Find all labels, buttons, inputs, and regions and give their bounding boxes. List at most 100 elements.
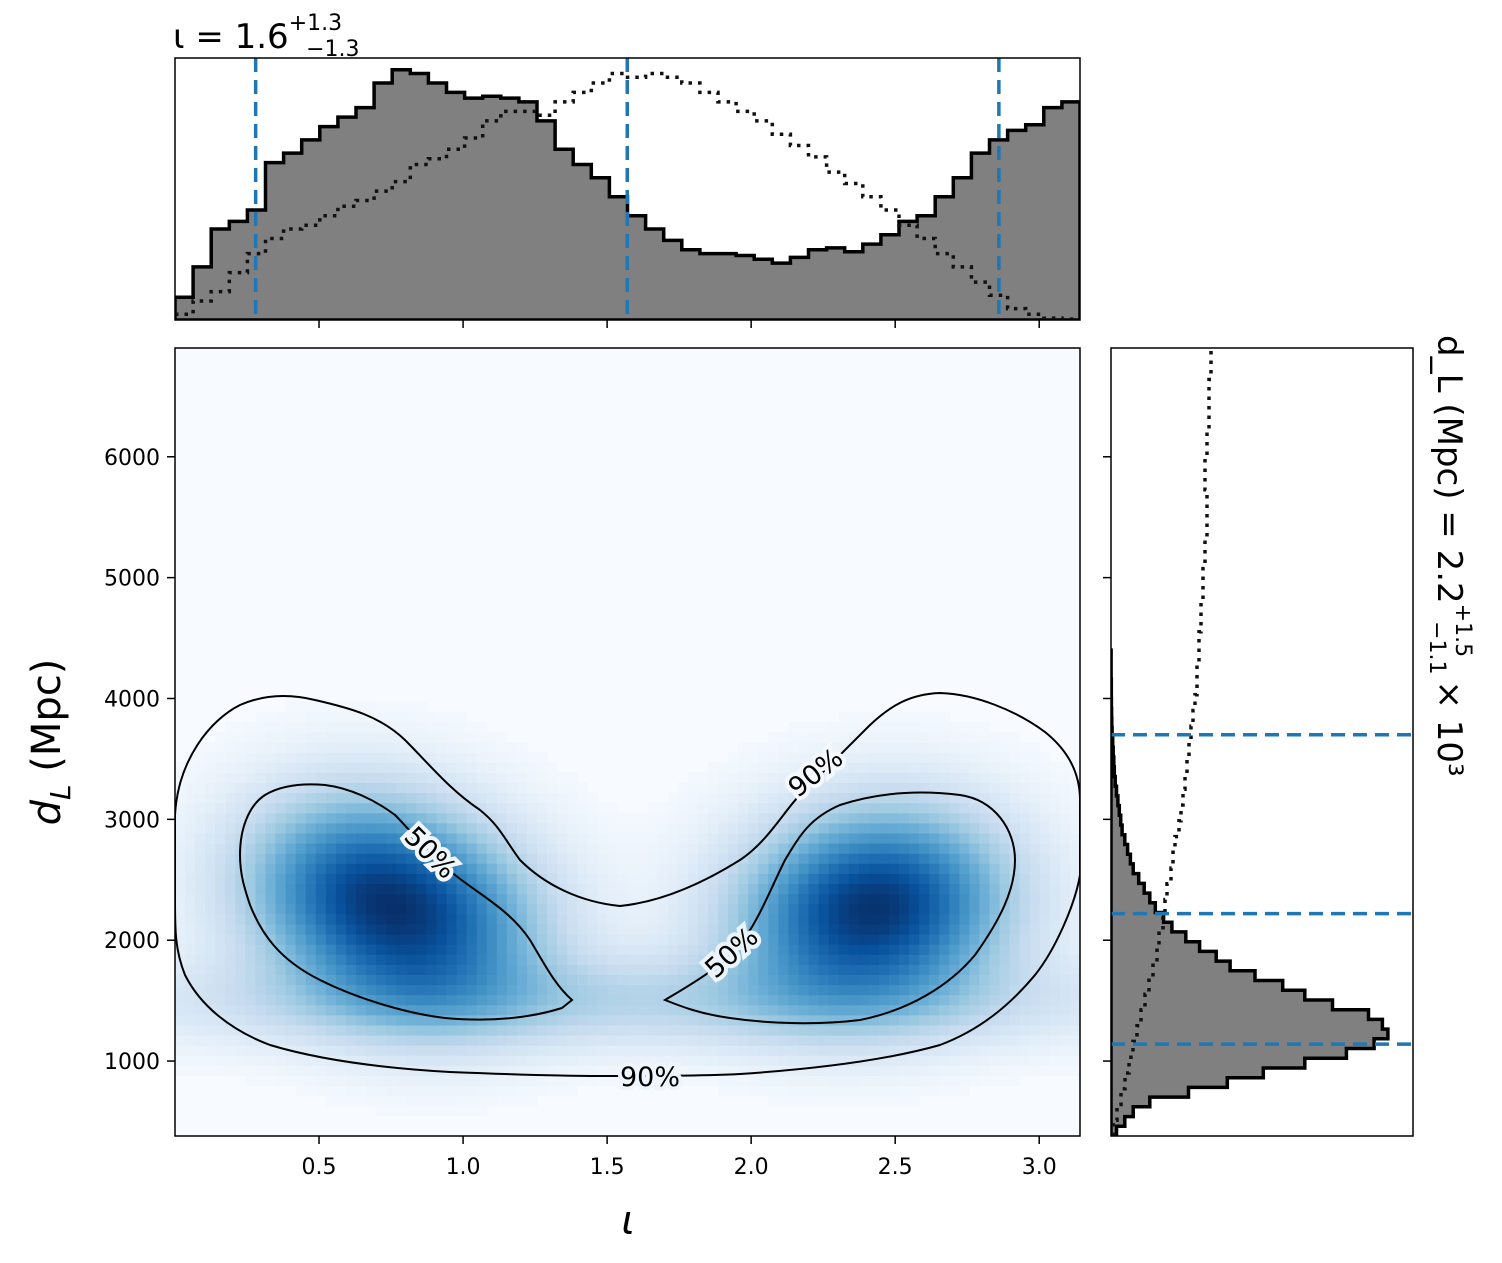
heatmap-cell	[778, 933, 789, 945]
heatmap-cell	[748, 1055, 759, 1066]
heatmap-cell	[315, 843, 327, 854]
heatmap-cell	[748, 954, 759, 965]
heatmap-cell	[989, 944, 1001, 955]
heatmap-cell	[486, 903, 498, 915]
heatmap-cell	[275, 802, 287, 814]
heatmap-cell	[436, 984, 448, 996]
heatmap-cell	[929, 944, 940, 955]
heatmap-cell	[335, 843, 347, 854]
heatmap-cell	[969, 853, 981, 864]
heatmap-cell	[557, 863, 568, 874]
heatmap-cell	[356, 822, 367, 834]
heatmap-cell	[426, 843, 438, 854]
heatmap-cell	[456, 883, 468, 895]
heatmap-cell	[868, 944, 880, 955]
heatmap-cell	[506, 802, 518, 814]
heatmap-cell	[486, 1065, 498, 1076]
heatmap-cell	[848, 802, 860, 814]
heatmap-cell	[396, 1095, 407, 1107]
heatmap-cell	[888, 742, 900, 753]
heatmap-cell	[1009, 1055, 1021, 1066]
heatmap-cell	[1019, 913, 1031, 925]
heatmap-cell	[265, 903, 277, 915]
heatmap-cell	[647, 843, 659, 854]
y-tick-label: 5000	[104, 567, 160, 592]
heatmap-cell	[486, 1045, 498, 1056]
heatmap-cell	[1029, 1024, 1041, 1036]
heatmap-cell	[285, 832, 297, 844]
heatmap-cell	[697, 984, 709, 996]
heatmap-cell	[939, 1004, 950, 1016]
heatmap-cell	[295, 1045, 307, 1056]
heatmap-cell	[185, 812, 196, 824]
heatmap-cell	[496, 923, 508, 935]
heatmap-cell	[1019, 1014, 1031, 1026]
heatmap-cell	[1009, 903, 1021, 915]
heatmap-cell	[265, 843, 277, 854]
heatmap-cell	[738, 802, 749, 814]
heatmap-cell	[677, 954, 689, 965]
heatmap-cell	[788, 731, 800, 743]
heatmap-cell	[516, 883, 528, 895]
heatmap-cell	[225, 742, 236, 753]
heatmap-cell	[235, 731, 246, 743]
heatmap-cell	[909, 1024, 920, 1036]
heatmap-cell	[707, 1055, 719, 1066]
heatmap-cell	[778, 742, 789, 753]
heatmap-cell	[235, 954, 246, 965]
heatmap-cell	[255, 731, 267, 743]
heatmap-cell	[587, 1075, 598, 1087]
heatmap-cell	[597, 853, 608, 864]
heatmap-cell	[929, 933, 940, 945]
heatmap-cell	[1009, 964, 1021, 975]
heatmap-cell	[818, 933, 830, 945]
heatmap-cell	[486, 742, 498, 753]
heatmap-cell	[305, 711, 317, 723]
heatmap-cell	[718, 893, 729, 905]
heatmap-cell	[919, 822, 930, 834]
heatmap-cell	[718, 853, 729, 864]
heatmap-cell	[597, 913, 608, 925]
heatmap-cell	[697, 812, 709, 824]
heatmap-cell	[949, 802, 960, 814]
heatmap-cell	[718, 1055, 729, 1066]
heatmap-cell	[677, 933, 689, 945]
heatmap-cell	[909, 994, 920, 1006]
heatmap-cell	[677, 832, 689, 844]
heatmap-cell	[657, 923, 669, 935]
heatmap-cell	[245, 974, 257, 986]
heatmap-cell	[838, 1045, 850, 1056]
heatmap-cell	[406, 1095, 417, 1107]
heatmap-cell	[195, 863, 206, 874]
heatmap-cell	[707, 1014, 719, 1026]
heatmap-cell	[858, 974, 870, 986]
heatmap-cell	[386, 1075, 397, 1087]
heatmap-cell	[1039, 1014, 1051, 1026]
heatmap-cell	[1009, 883, 1021, 895]
heatmap-cell	[516, 1095, 528, 1107]
heatmap-cell	[295, 974, 307, 986]
heatmap-cell	[345, 1075, 357, 1087]
heatmap-cell	[687, 923, 699, 935]
heatmap-cell	[406, 772, 417, 784]
heatmap-cell	[838, 782, 850, 794]
contour-label-90-bottom: 90%	[616, 1058, 684, 1097]
heatmap-cell	[728, 1045, 739, 1056]
heatmap-cell	[848, 944, 860, 955]
heatmap-cell	[798, 843, 810, 854]
heatmap-cell	[175, 903, 186, 915]
heatmap-cell	[838, 843, 850, 854]
heatmap-cell	[587, 1034, 598, 1046]
heatmap-cell	[486, 792, 498, 804]
heatmap-cell	[386, 1095, 397, 1107]
heatmap-cell	[547, 994, 558, 1006]
heatmap-cell	[506, 812, 518, 824]
heatmap-cell	[235, 762, 246, 773]
heatmap-cell	[657, 1004, 669, 1016]
heatmap-cell	[275, 742, 287, 753]
heatmap-cell	[848, 812, 860, 824]
heatmap-cell	[1049, 863, 1061, 874]
heatmap-cell	[899, 873, 910, 885]
heatmap-cell	[396, 944, 407, 955]
